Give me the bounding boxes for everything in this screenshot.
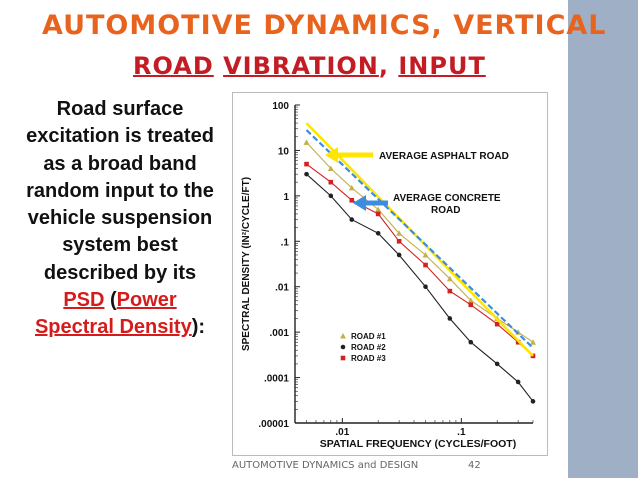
road2-marker	[304, 171, 309, 177]
y-tick-label: .1	[281, 237, 290, 248]
concrete-arrow-head	[353, 195, 366, 211]
road2-marker	[375, 230, 381, 236]
road2-marker	[340, 344, 346, 350]
road2-marker	[494, 361, 500, 367]
road1-marker	[327, 165, 334, 172]
road3-marker	[494, 321, 500, 327]
sidebar-bar	[568, 0, 638, 478]
road3-marker	[447, 288, 453, 294]
y-tick-label: .00001	[258, 419, 289, 430]
road2-marker	[515, 379, 521, 385]
road3-marker	[423, 262, 428, 268]
road2-marker	[349, 217, 355, 222]
annotation-concrete-line2: ROAD	[431, 205, 460, 216]
body-text-part: Power Spectral Density	[34, 289, 192, 339]
title-word-road: ROAD	[133, 52, 214, 80]
road2-marker	[396, 252, 402, 258]
annotation-asphalt: AVERAGE ASPHALT ROAD	[379, 151, 509, 162]
road1-marker	[446, 275, 453, 282]
road1-marker	[467, 297, 474, 303]
title-separator: ,	[378, 52, 389, 80]
x-axis-label: SPATIAL FREQUENCY (CYCLES/FOOT)	[320, 438, 516, 450]
title-word-vibration: VIBRATION	[223, 52, 379, 80]
road3-marker	[375, 211, 381, 217]
y-tick-label: 100	[272, 101, 289, 112]
body-text: Road surface excitation is treated as a …	[22, 96, 218, 342]
road2-marker	[447, 316, 453, 321]
footer-text: AUTOMOTIVE DYNAMICS and DESIGN	[232, 460, 419, 471]
y-tick-label: .001	[270, 328, 290, 339]
road3-marker	[328, 179, 334, 185]
road1-marker	[340, 333, 346, 339]
psd-figure: 100 10 1.1.01.001.0001.00001.01.1 SPATIAL F…	[232, 92, 548, 456]
y-tick-label: .0001	[264, 374, 289, 385]
road2-marker	[468, 339, 474, 345]
road2-marker	[530, 399, 536, 404]
slide-title-line2: ROAD VIBRATION, INPUT	[133, 52, 486, 80]
legend-item-road-1: ROAD #1	[351, 332, 386, 341]
body-text-part: (	[104, 289, 117, 312]
y-tick-label: .01	[275, 283, 289, 294]
legend-item-road-2: ROAD #2	[351, 343, 386, 352]
y-tick-label: 10	[278, 146, 290, 157]
road1-marker	[348, 184, 355, 191]
x-tick-label: .01	[335, 427, 349, 438]
annotation-concrete-line1: AVERAGE CONCRETE	[393, 193, 501, 204]
body-text-part: PSD	[63, 289, 105, 312]
x-tick-label: .1	[457, 427, 466, 438]
road1-marker	[396, 230, 403, 236]
road3-marker	[349, 197, 355, 203]
road1-marker	[375, 206, 382, 213]
road3-marker	[340, 355, 346, 361]
asphalt-arrow-head	[325, 147, 338, 163]
slide-title-line1: AUTOMOTIVE DYNAMICS, VERTICAL	[42, 10, 607, 41]
road3-marker	[396, 238, 402, 244]
road2-marker	[328, 193, 334, 199]
series-line-1	[305, 129, 534, 349]
series-line-2	[306, 142, 534, 343]
road1-marker	[422, 251, 429, 258]
body-text-part: ):	[191, 316, 206, 339]
legend-item-road-3: ROAD #3	[351, 354, 386, 363]
slide-number: 42	[468, 460, 481, 471]
road3-marker	[468, 302, 474, 308]
road1-marker	[303, 139, 310, 145]
y-tick-label: 1	[283, 192, 289, 203]
road2-marker	[423, 284, 428, 290]
y-axis-label: SPECTRAL DENSITY (IN²/CYCLE/FT)	[241, 177, 252, 351]
road3-marker	[304, 161, 309, 167]
road1-marker	[530, 339, 536, 345]
series-line-3	[306, 173, 534, 402]
title-word-input: INPUT	[398, 52, 486, 80]
body-text-part: Road surface excitation is treated as a …	[26, 98, 214, 284]
